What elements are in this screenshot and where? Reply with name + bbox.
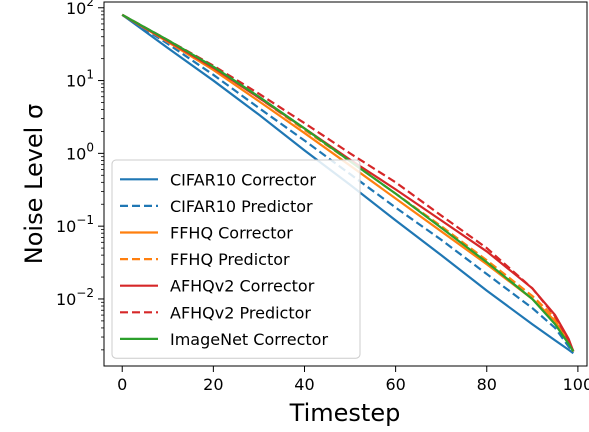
series-layer	[121, 13, 575, 355]
x-tick-label-4: 80	[477, 375, 497, 394]
series-line-1	[121, 13, 575, 353]
y-axis-ticks: 10−2 10−1 100 101 102	[56, 0, 104, 351]
y-tick-label-2: 100	[66, 140, 94, 163]
x-axis-ticks: 0 20 40 60 80 100	[117, 366, 589, 394]
y-tick-label-3: 101	[66, 68, 94, 91]
x-tick-label-2: 40	[294, 375, 314, 394]
plot-frame	[103, 1, 588, 367]
legend: CIFAR10 Corrector CIFAR10 Predictor FFHQ C…	[111, 159, 361, 359]
y-axis-title: Noise Level σ	[20, 104, 48, 264]
legend-box	[111, 159, 361, 359]
x-tick-label-5: 100	[563, 375, 589, 394]
x-tick-label-0: 0	[117, 375, 127, 394]
series-line-0	[121, 13, 574, 355]
series-line-5	[121, 13, 575, 352]
series-line-6	[121, 13, 575, 353]
legend-label-6: ImageNet Corrector	[170, 330, 328, 349]
series-line-2	[121, 13, 575, 352]
x-tick-label-3: 60	[385, 375, 405, 394]
legend-label-3: FFHQ Predictor	[170, 250, 290, 269]
legend-label-1: CIFAR10 Predictor	[170, 197, 313, 216]
legend-label-2: FFHQ Corrector	[170, 224, 293, 243]
legend-label-5: AFHQv2 Predictor	[170, 303, 311, 322]
x-tick-label-1: 20	[203, 375, 223, 394]
y-tick-label-0: 10−2	[56, 286, 94, 309]
legend-label-4: AFHQv2 Corrector	[170, 277, 315, 296]
legend-label-0: CIFAR10 Corrector	[170, 170, 316, 189]
x-axis-title: Timestep	[289, 399, 401, 427]
y-tick-label-4: 102	[66, 0, 94, 18]
y-tick-label-1: 10−1	[56, 213, 94, 236]
